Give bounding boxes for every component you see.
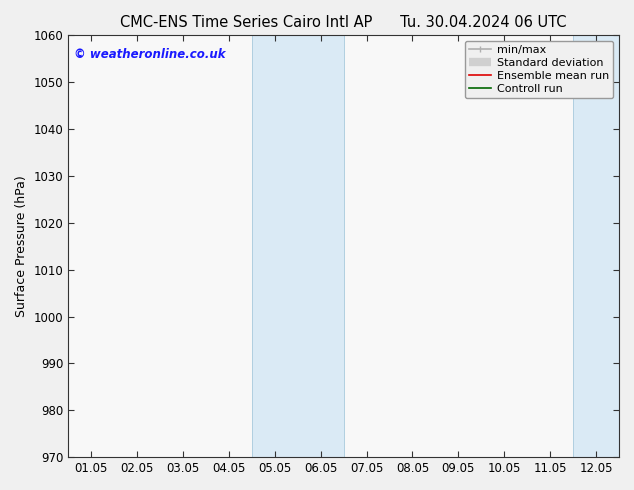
- Title: CMC-ENS Time Series Cairo Intl AP      Tu. 30.04.2024 06 UTC: CMC-ENS Time Series Cairo Intl AP Tu. 30…: [120, 15, 567, 30]
- Text: © weatheronline.co.uk: © weatheronline.co.uk: [74, 48, 225, 61]
- Bar: [573, 35, 634, 457]
- Y-axis label: Surface Pressure (hPa): Surface Pressure (hPa): [15, 175, 28, 317]
- Bar: [252, 35, 344, 457]
- Legend: min/max, Standard deviation, Ensemble mean run, Controll run: min/max, Standard deviation, Ensemble me…: [465, 41, 614, 98]
